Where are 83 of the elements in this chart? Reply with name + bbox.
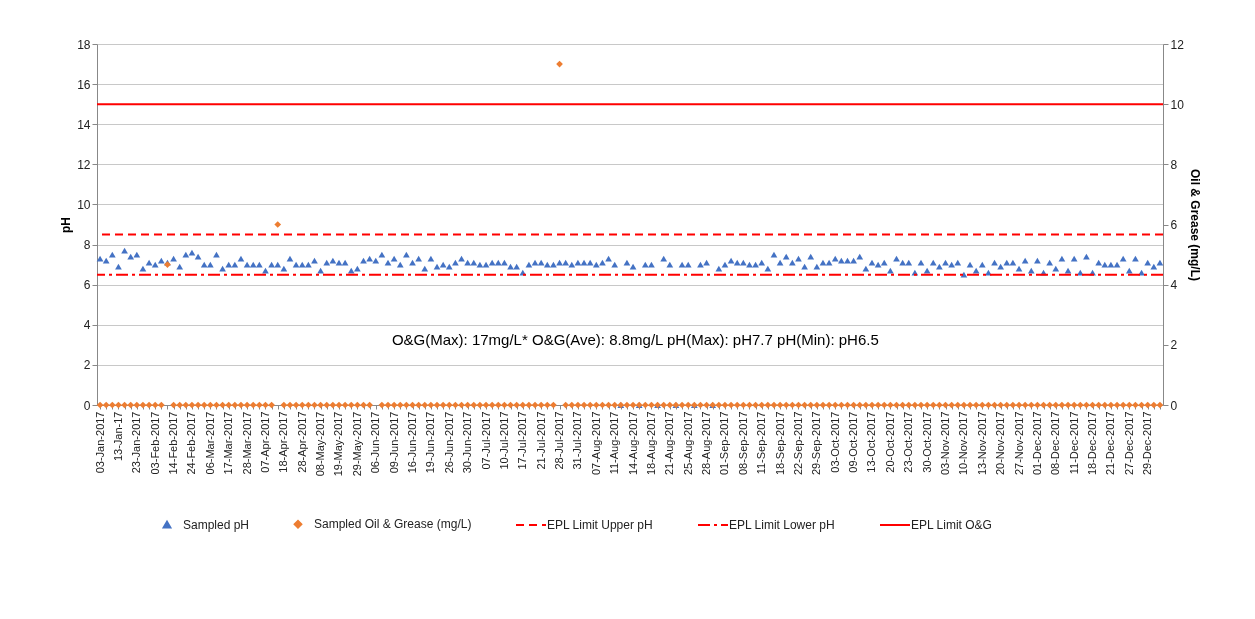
- x-tick-label: 30-Jun-2017: [461, 411, 474, 474]
- y2-tick-label: 12: [1170, 37, 1185, 52]
- x-tick-label: 19-May-2017: [332, 411, 345, 477]
- x-tick-label: 09-Oct-2017: [847, 411, 860, 473]
- legend-label: Sampled Oil & Grease (mg/L): [314, 517, 472, 532]
- x-tick-label: 28-Mar-2017: [240, 411, 253, 475]
- x-tick-label: 08-Sep-2017: [736, 411, 749, 476]
- x-tick-label: 21-Dec-2017: [1104, 411, 1117, 476]
- y2-tick-label: 10: [1170, 97, 1185, 112]
- legend-label: EPL Limit Lower pH: [729, 518, 835, 532]
- x-tick-label: 14-Aug-2017: [626, 411, 639, 476]
- x-tick-label: 13-Oct-2017: [865, 411, 878, 473]
- x-tick-label: 17-Jul-2017: [516, 411, 529, 470]
- x-tick-label: 27-Dec-2017: [1122, 411, 1135, 476]
- y-tick-label: 8: [83, 238, 91, 253]
- x-tick-label: 03-Oct-2017: [828, 411, 841, 473]
- y2-tick-label: 6: [1170, 218, 1178, 232]
- y-axis-title: pH: [59, 217, 74, 233]
- x-tick-label: 23-Jan-2017: [130, 411, 143, 474]
- x-tick-label: 28-Jul-2017: [553, 411, 566, 470]
- x-tick-label: 18-Dec-2017: [1086, 411, 1099, 476]
- y-tick-label: 4: [83, 318, 91, 333]
- x-tick-label: 19-Jun-2017: [424, 411, 437, 474]
- x-tick-label: 01-Dec-2017: [1030, 411, 1043, 476]
- x-tick-label: 26-Jun-2017: [442, 411, 455, 474]
- y2-tick-label: 8: [1170, 157, 1178, 172]
- x-tick-label: 21-Jul-2017: [534, 411, 547, 470]
- x-tick-label: 21-Aug-2017: [663, 411, 676, 476]
- y-tick-label: 10: [77, 197, 91, 212]
- x-tick-label: 16-Jun-2017: [406, 411, 419, 474]
- legend-label: Sampled pH: [183, 517, 250, 532]
- x-tick-label: 03-Feb-2017: [148, 411, 161, 475]
- y2-axis-title: Oil & Grease (mg/L): [1187, 168, 1202, 282]
- x-tick-label: 11-Sep-2017: [755, 411, 768, 475]
- x-tick-label: 28-Apr-2017: [295, 411, 308, 473]
- x-tick-label: 27-Nov-2017: [1012, 411, 1025, 476]
- x-tick-label: 30-Oct-2017: [920, 411, 933, 473]
- y-tick-label: 16: [77, 77, 91, 92]
- x-tick-label: 13-Nov-2017: [975, 411, 988, 476]
- annotation: O&G(Max): 17mg/L* O&G(Ave): 8.8mg/L pH(Max): pH7.7 pH(Min): pH6.5: [391, 331, 879, 349]
- x-tick-label: 03-Jan-2017: [93, 411, 106, 474]
- x-tick-label: 10-Jul-2017: [497, 411, 510, 470]
- x-tick-label: 20-Oct-2017: [883, 411, 896, 473]
- y-tick-label: 18: [77, 37, 91, 52]
- x-tick-label: 25-Aug-2017: [681, 411, 694, 476]
- legend-label: EPL Limit Upper pH: [547, 518, 653, 532]
- x-tick-label: 18-Sep-2017: [773, 411, 786, 476]
- x-tick-label: 11-Dec-2017: [1067, 411, 1080, 475]
- x-tick-label: 07-Jul-2017: [479, 411, 492, 470]
- x-tick-label: 06-Jun-2017: [369, 411, 382, 474]
- x-tick-label: 28-Aug-2017: [700, 411, 713, 476]
- x-tick-label: 08-May-2017: [314, 411, 327, 477]
- x-tick-label: 09-Jun-2017: [387, 411, 400, 474]
- y2-tick-label: 0: [1170, 398, 1178, 413]
- y2-tick-label: 4: [1170, 278, 1178, 293]
- x-tick-label: 31-Jul-2017: [571, 411, 584, 470]
- x-tick-label: 29-Sep-2017: [810, 411, 823, 476]
- y-tick-label: 2: [83, 358, 91, 373]
- x-tick-label: 22-Sep-2017: [791, 411, 804, 476]
- x-tick-label: 29-Dec-2017: [1141, 411, 1154, 476]
- x-tick-label: 20-Nov-2017: [994, 411, 1007, 476]
- x-tick-label: 01-Sep-2017: [718, 411, 731, 476]
- y-tick-label: 14: [77, 117, 91, 132]
- x-tick-label: 08-Dec-2017: [1049, 411, 1062, 476]
- x-tick-label: 18-Apr-2017: [277, 411, 290, 473]
- x-tick-label: 17-Mar-2017: [222, 411, 235, 475]
- x-tick-label: 14-Feb-2017: [167, 411, 180, 475]
- x-tick-label: 06-Mar-2017: [203, 411, 216, 475]
- y2-tick-label: 2: [1170, 338, 1178, 353]
- x-tick-label: 07-Apr-2017: [258, 411, 271, 473]
- x-tick-label: 07-Aug-2017: [589, 411, 602, 476]
- legend-label: EPL Limit O&G: [911, 518, 992, 532]
- x-tick-label: 13-Jan-17: [111, 411, 124, 462]
- y-tick-label: 6: [83, 278, 91, 293]
- x-tick-label: 18-Aug-2017: [644, 411, 657, 476]
- x-tick-label: 11-Aug-2017: [608, 411, 621, 475]
- x-tick-label: 10-Nov-2017: [957, 411, 970, 476]
- x-tick-label: 23-Oct-2017: [902, 411, 915, 473]
- y-tick-label: 12: [77, 157, 91, 172]
- y-tick-label: 0: [83, 398, 91, 413]
- x-tick-label: 03-Nov-2017: [939, 411, 952, 476]
- x-tick-label: 24-Feb-2017: [185, 411, 198, 475]
- x-tick-label: 29-May-2017: [350, 411, 363, 477]
